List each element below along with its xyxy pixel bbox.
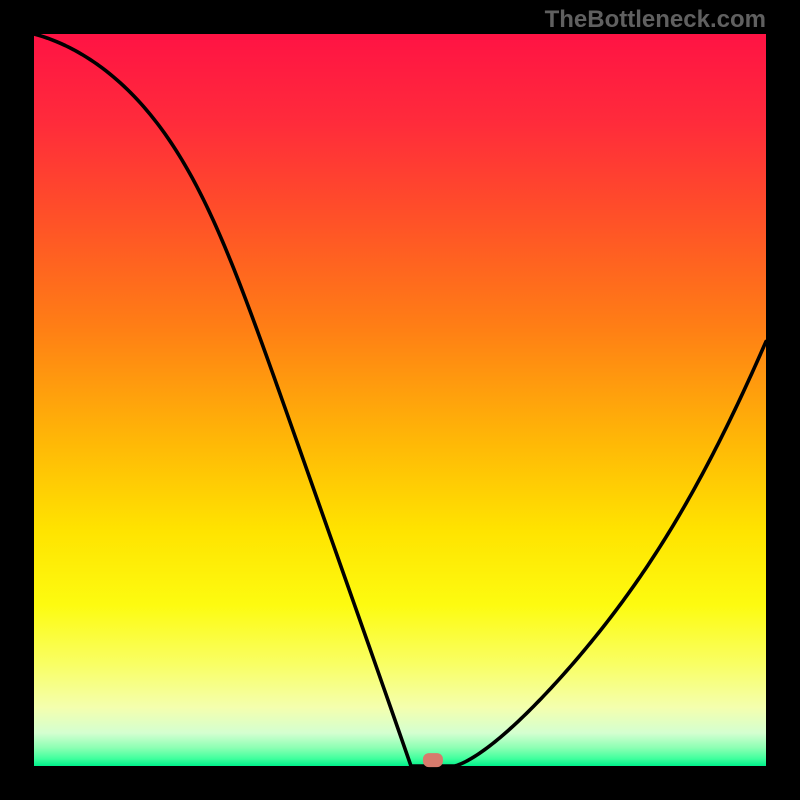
watermark-text: TheBottleneck.com	[545, 6, 766, 34]
optimum-marker	[423, 753, 443, 767]
bottleneck-chart	[0, 0, 800, 800]
chart-container: TheBottleneck.com	[0, 0, 800, 800]
